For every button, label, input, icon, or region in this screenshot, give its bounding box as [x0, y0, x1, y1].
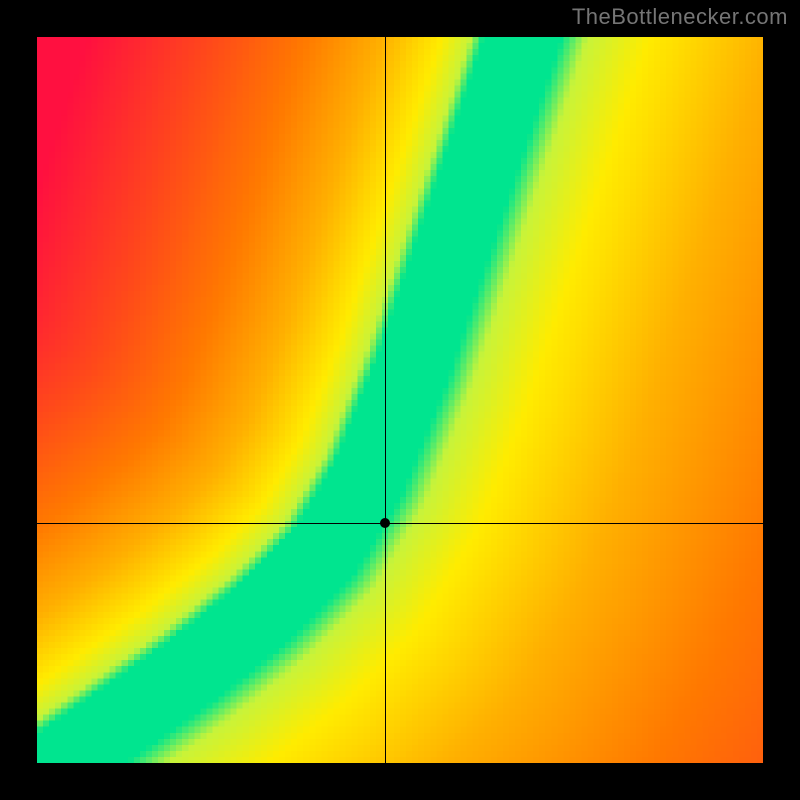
watermark-text: TheBottlenecker.com [572, 4, 788, 30]
crosshair-marker-dot [380, 518, 390, 528]
chart-container: TheBottlenecker.com [0, 0, 800, 800]
bottleneck-heatmap [37, 37, 763, 763]
crosshair-vertical [385, 37, 386, 763]
crosshair-horizontal [37, 523, 763, 524]
